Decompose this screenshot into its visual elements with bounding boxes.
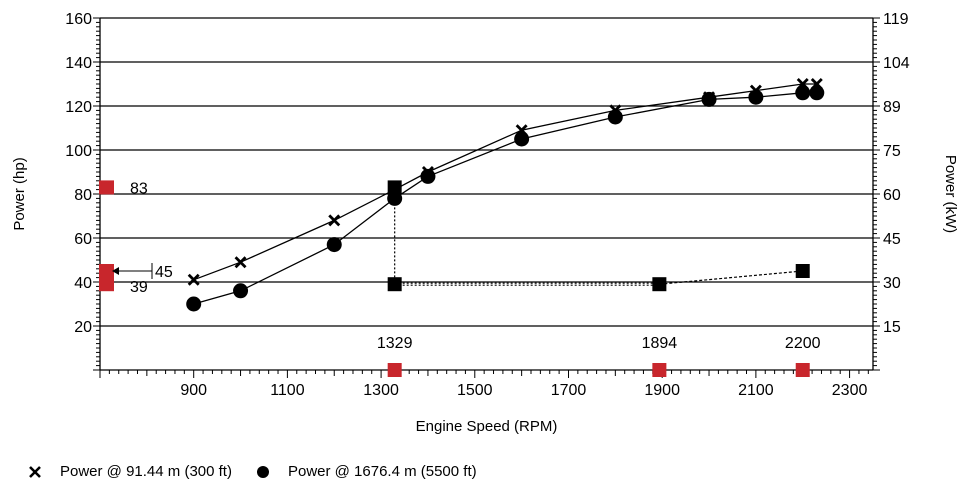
circle-marker [387, 190, 403, 206]
y-axis-label: Power (hp) [11, 157, 28, 230]
series-line-2 [193, 92, 817, 305]
x-axis-red-marker [387, 363, 402, 377]
left-value-label: 45 [155, 264, 173, 281]
y-tick-label: 160 [65, 11, 92, 28]
x-marker [234, 256, 247, 269]
y2-tick-label: 75 [883, 143, 901, 160]
arrow-head [112, 267, 119, 275]
x-tick-label: 1900 [644, 382, 680, 399]
annotation-line [659, 270, 803, 285]
circle-marker [701, 91, 717, 107]
circle-marker [326, 237, 342, 253]
square-marker [387, 180, 402, 195]
square-marker [387, 277, 402, 292]
x-marker [187, 273, 200, 286]
y-tick-label: 100 [65, 143, 92, 160]
text-layer: 20 40 60 80 100 120 140 160 15 30 45 60 75 89 104 119 90… [11, 11, 959, 435]
y2-tick-label: 30 [883, 275, 901, 292]
legend-label-series-1: Power @ 91.44 m (300 ft) [60, 463, 232, 480]
y-tick-label: 20 [74, 319, 92, 336]
left-value-label: 83 [130, 180, 148, 197]
x-tick-label: 2300 [832, 382, 868, 399]
circle-marker [795, 85, 811, 101]
legend-item-series-1: Power @ 91.44 m (300 ft) [28, 463, 232, 480]
y-axis-red-marker [99, 180, 114, 195]
y-tick-label: 140 [65, 55, 92, 72]
circle-marker [233, 283, 249, 299]
axes-layer [93, 17, 880, 378]
x-marker [328, 214, 341, 227]
legend-label-series-2: Power @ 1676.4 m (5500 ft) [287, 463, 477, 480]
grid-layer [100, 17, 873, 327]
x-axis-label: Engine Speed (RPM) [416, 418, 558, 435]
x-tick-label: 1500 [457, 382, 493, 399]
x-marker-stroke [187, 273, 200, 286]
x-tick-label: 900 [180, 382, 207, 399]
series-line-1 [193, 83, 817, 281]
y-tick-label: 120 [65, 99, 92, 116]
x-tick-label: 2100 [738, 382, 774, 399]
circle-marker [607, 109, 623, 125]
annotation-layer [99, 180, 810, 377]
y-tick-label: 80 [74, 187, 92, 204]
y2-tick-label: 119 [883, 11, 909, 28]
y2-axis-label: Power (kW) [942, 155, 959, 233]
y-tick-label: 60 [74, 231, 92, 248]
x-tick-label: 1300 [363, 382, 399, 399]
x-tick-label: 1700 [551, 382, 587, 399]
left-value-label: 39 [130, 279, 148, 296]
circle-marker [514, 131, 530, 147]
circle-marker [809, 85, 825, 101]
rpm-label: 1894 [642, 335, 678, 352]
rpm-label: 1329 [377, 335, 413, 352]
legend-item-series-2: Power @ 1676.4 m (5500 ft) [256, 463, 477, 480]
y2-tick-label: 15 [883, 319, 901, 336]
y-axis-red-marker [99, 270, 114, 285]
circle-marker-icon [256, 465, 269, 478]
x-marker-stroke [328, 214, 341, 227]
series-layer [186, 78, 825, 312]
x-marker-icon [29, 465, 41, 478]
y2-tick-label: 104 [883, 55, 910, 72]
x-axis-red-marker [652, 363, 667, 377]
circle-marker [420, 168, 436, 184]
legend: Power @ 91.44 m (300 ft) Power @ 1676.4 … [28, 463, 501, 480]
x-axis-red-marker [795, 363, 810, 377]
square-marker [795, 264, 810, 278]
y2-tick-label: 45 [883, 231, 901, 248]
square-marker [652, 277, 667, 292]
circle-marker [186, 296, 202, 312]
x-tick-label: 1100 [270, 382, 305, 399]
y2-tick-label: 60 [883, 187, 901, 204]
y2-tick-label: 89 [883, 99, 901, 116]
y-tick-label: 40 [74, 275, 92, 292]
x-marker-stroke [234, 256, 247, 269]
rpm-label: 2200 [785, 335, 821, 352]
circle-marker [748, 89, 764, 105]
